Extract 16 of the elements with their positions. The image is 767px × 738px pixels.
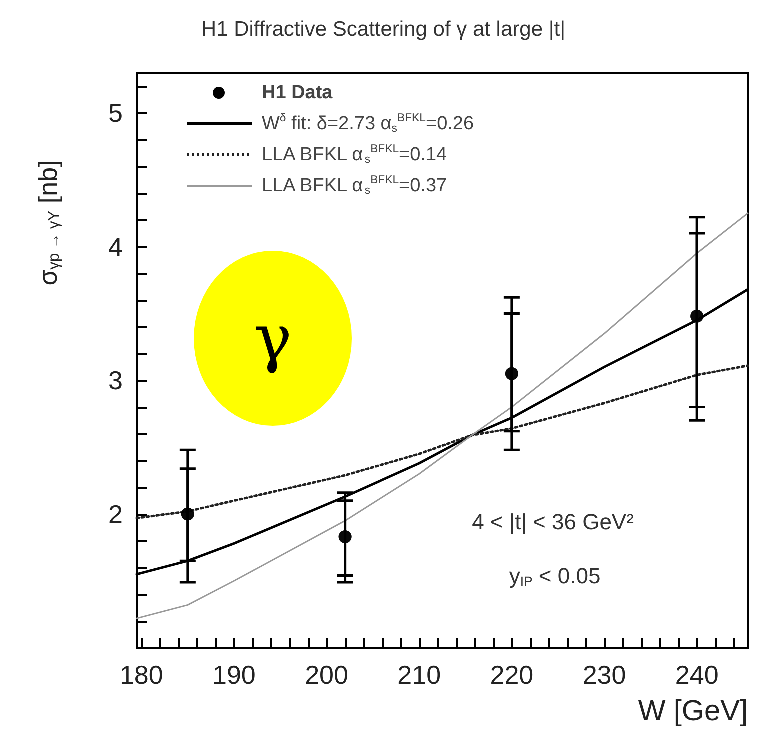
x-tick-label: 240 bbox=[675, 660, 719, 690]
y-tick-label: 5 bbox=[108, 98, 123, 128]
x-tick-label: 200 bbox=[305, 660, 348, 690]
chart-title: H1 Diffractive Scattering of γ at large |t| bbox=[201, 18, 566, 41]
x-tick-label: 180 bbox=[120, 660, 164, 690]
annotation: 4 < |t| < 36 GeV² bbox=[472, 510, 634, 534]
y-tick-label: 3 bbox=[108, 366, 123, 396]
x-tick-label: 220 bbox=[490, 660, 534, 690]
y-axis-title: σγp → γY [nb] bbox=[33, 160, 63, 286]
x-tick-label: 230 bbox=[582, 660, 626, 690]
x-tick-label: 210 bbox=[398, 660, 442, 690]
y-tick-label: 2 bbox=[108, 499, 123, 530]
legend-label: H1 Data bbox=[262, 82, 334, 104]
x-tick-label: 190 bbox=[212, 660, 256, 690]
y-tick-label: 4 bbox=[108, 232, 123, 262]
x-axis-title: W [GeV] bbox=[638, 696, 748, 728]
